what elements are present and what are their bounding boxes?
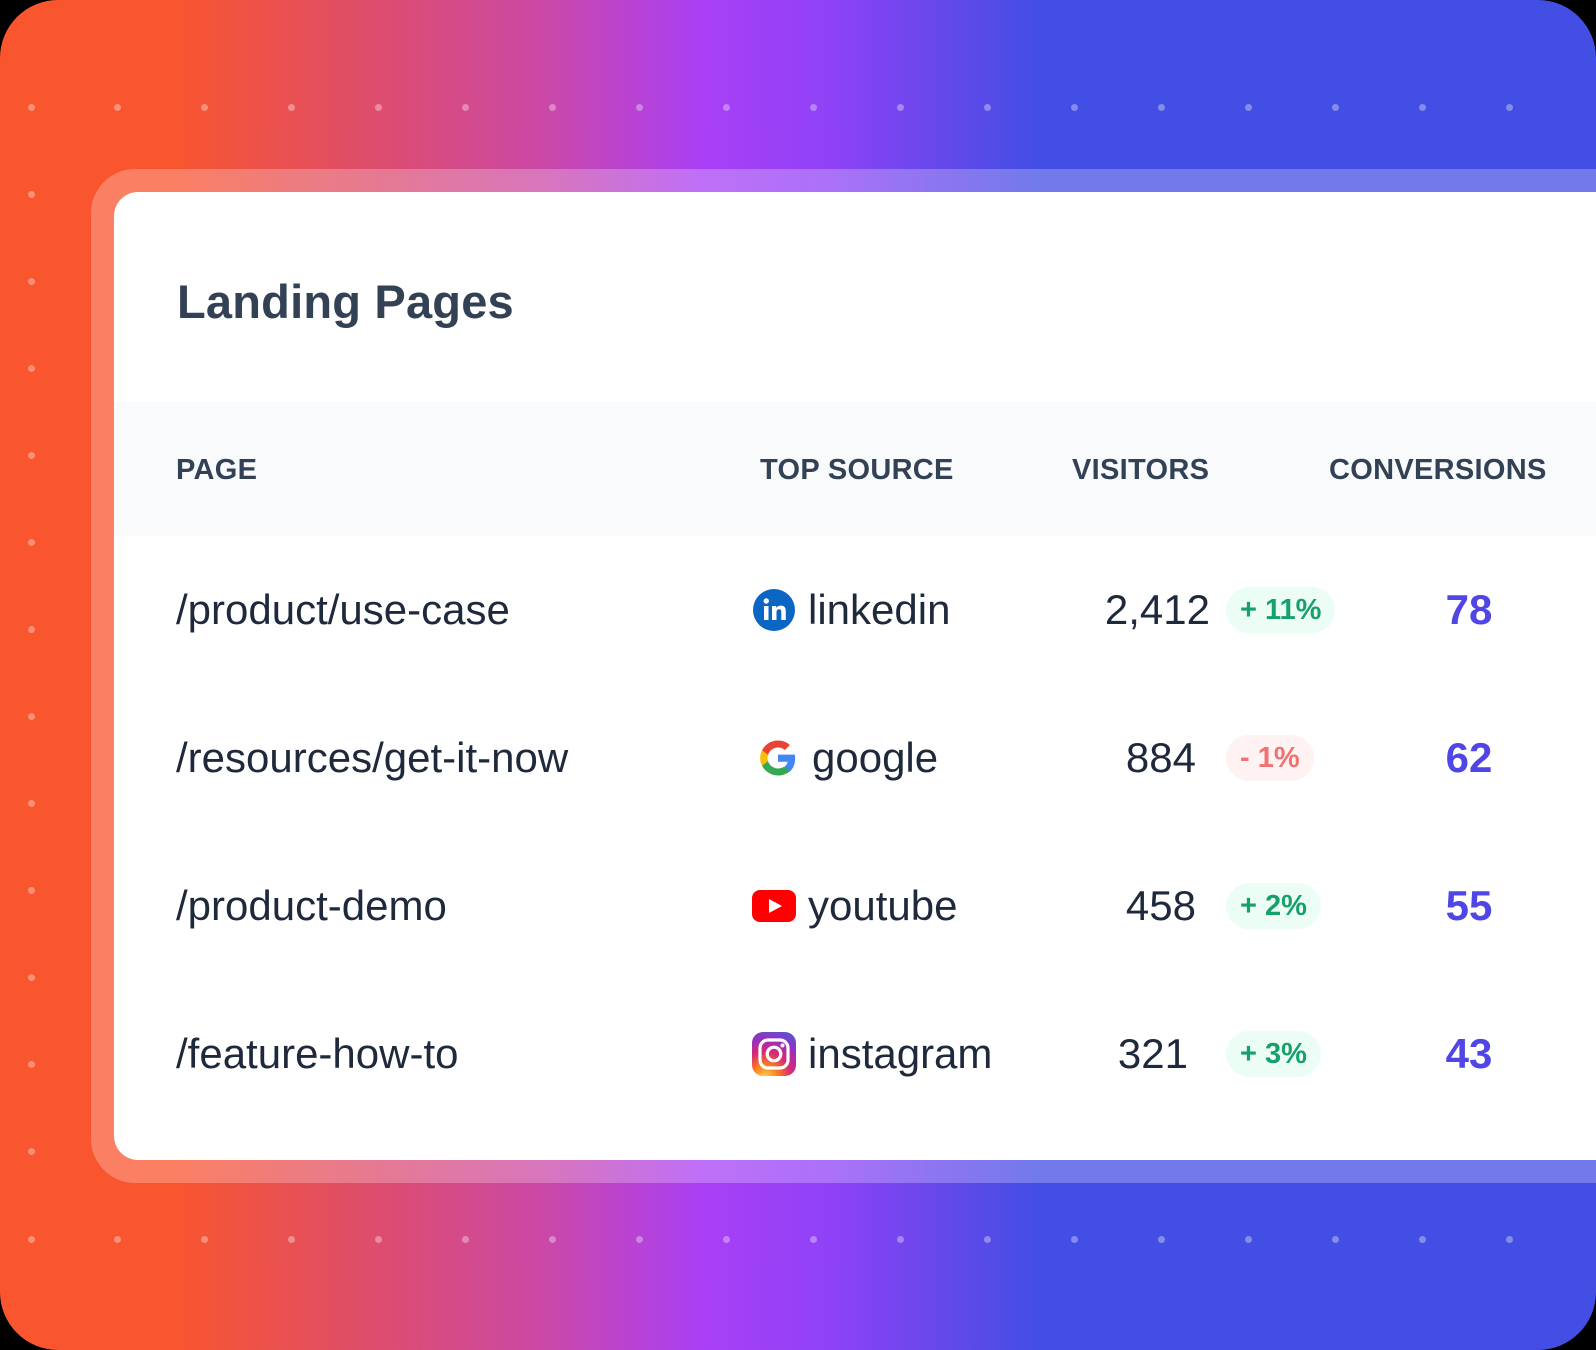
landing-pages-card: Landing Pages PAGE TOP SOURCE VISITORS C…: [114, 192, 1596, 1160]
conversion-count: 43: [1445, 1030, 1493, 1077]
column-header-visitors[interactable]: VISITORS: [1072, 454, 1210, 486]
conversion-count: 62: [1445, 734, 1493, 781]
table-header: PAGE TOP SOURCE VISITORS CONVERSIONS: [114, 402, 1596, 536]
change-badge: + 3%: [1226, 1031, 1321, 1077]
table-row[interactable]: /product-demo youtube 458 + 2% 55: [114, 832, 1596, 980]
source-label: instagram: [808, 1030, 993, 1077]
google-icon: [756, 736, 800, 780]
source-label: google: [812, 734, 939, 781]
table-row[interactable]: /resources/get-it-now google 884 - 1% 62: [114, 684, 1596, 832]
column-header-top-source[interactable]: TOP SOURCE: [760, 454, 954, 486]
top-source: linkedin: [752, 586, 950, 634]
linkedin-icon: [752, 588, 796, 632]
table-row[interactable]: /product/use-case linkedin 2,412 + 11% 7…: [114, 536, 1596, 684]
top-source: youtube: [752, 882, 957, 930]
page-path[interactable]: /resources/get-it-now: [176, 734, 569, 781]
visitor-count: 321: [1117, 1030, 1188, 1077]
table-row[interactable]: /feature-how-to: [114, 980, 1596, 1128]
source-label: youtube: [808, 882, 958, 929]
change-badge: + 11%: [1226, 587, 1336, 633]
change-badge: + 2%: [1226, 883, 1321, 929]
youtube-icon: [752, 884, 796, 928]
page-path[interactable]: /feature-how-to: [176, 1030, 459, 1077]
top-source: instagram: [752, 1030, 992, 1078]
conversion-count: 78: [1445, 586, 1493, 633]
column-header-conversions[interactable]: CONVERSIONS: [1329, 454, 1547, 486]
source-label: linkedin: [808, 586, 951, 633]
card-title: Landing Pages: [177, 275, 514, 328]
top-source: google: [756, 734, 938, 782]
visitor-count: 458: [1125, 882, 1196, 929]
instagram-icon: [752, 1032, 796, 1076]
page-path[interactable]: /product-demo: [176, 882, 447, 929]
visitor-count: 2,412: [1104, 586, 1210, 633]
change-badge: - 1%: [1226, 735, 1314, 781]
visitor-count: 884: [1125, 734, 1196, 781]
conversion-count: 55: [1445, 882, 1493, 929]
column-header-page[interactable]: PAGE: [176, 454, 258, 486]
page-path[interactable]: /product/use-case: [176, 586, 510, 633]
